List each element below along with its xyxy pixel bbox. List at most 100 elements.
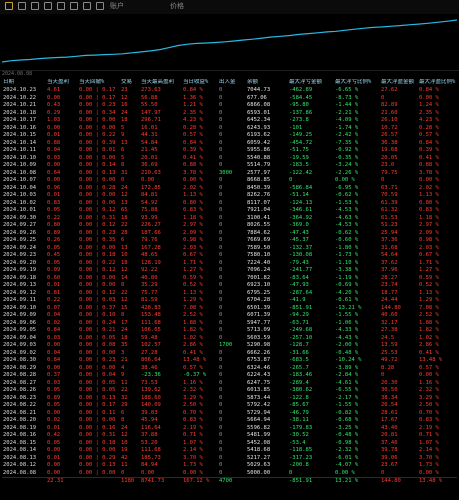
table-row[interactable]: 2024.09.10 0.07 0.00 | 0.37 15 428.83 7.08 % 0… xyxy=(2,305,457,313)
table-row[interactable]: 2024.10.04 0.96 0.00 | 0.28 24 172.85 2.02 % 0… xyxy=(2,185,457,193)
table-row[interactable]: 2024.09.24 0.05 0.00 | 0.00 13 167.28 2.03 % 0… xyxy=(2,245,457,253)
table-row[interactable]: 2024.10.10 0.03 0.00 | 0.00 5 20.01 0.41 % 0 55… xyxy=(2,155,457,163)
table-row[interactable]: 2024.10.18 0.29 0.00 | 0.34 24 147.97 2.35 % 0… xyxy=(2,110,457,118)
table-cell: 0.41 % xyxy=(183,349,203,356)
table-row[interactable]: 2024.09.26 0.89 0.00 | 0.23 28 187.66 2.09 % 0… xyxy=(2,230,457,238)
file-icon[interactable] xyxy=(18,2,26,10)
table-row[interactable]: 2024.09.19 0.09 0.00 | 0.12 12 92.22 1.27 % 0 7… xyxy=(2,267,457,275)
table-row[interactable]: 2024.09.13 0.01 0.00 | 0.00 8 35.29 0.52 % 0 69… xyxy=(2,282,457,290)
table-row[interactable]: 2024.10.01 0.05 0.00 | 0.12 65 75.88 0.83 % 0 7… xyxy=(2,207,457,215)
table-row[interactable]: 2024.10.23 4.61 0.00 | 0.17 23 273.63 0.84 % 0… xyxy=(2,87,457,95)
table-cell: 1.36 % xyxy=(183,94,203,101)
table-row[interactable]: 2024.08.16 0.42 0.00 | 0.31 12 37.88 0.71 % 0 5… xyxy=(2,432,457,440)
table-row[interactable]: 2024.08.12 0.00 0.00 | 0.13 11 84.94 1.73 % 0 5… xyxy=(2,462,457,470)
chart-icon[interactable] xyxy=(31,2,39,10)
column-header[interactable]: 当天回撤% xyxy=(79,79,105,86)
table-cell: -6.95 % xyxy=(335,184,359,191)
daily-stats-table: 日期 当天盈利 当天回撤% 交易 当天最高盈利 当日收益% 出入金 余额 最大浮亏金额 最大浮亏比… xyxy=(2,79,457,486)
table-row[interactable]: 2024.09.27 0.80 0.00 | 0.12 22 226.27 2.97 % 0… xyxy=(2,222,457,230)
table-row[interactable]: 2024.09.02 0.04 0.00 | 0.00 3 27.28 0.41 % 0 66… xyxy=(2,350,457,358)
table-cell: 0.00 xyxy=(47,469,61,476)
table-row[interactable]: 2024.08.19 0.01 0.00 | 0.16 24 116.64 2.19 % 0… xyxy=(2,425,457,433)
table-row[interactable]: 2024.08.22 0.05 0.00 | 0.17 29 140.09 2.50 % 0… xyxy=(2,402,457,410)
window-icon[interactable] xyxy=(96,2,104,10)
list-icon[interactable] xyxy=(70,2,78,10)
toolbar-account[interactable]: 账户 xyxy=(110,2,124,10)
table-row[interactable]: 2024.10.11 0.04 0.00 | 0.01 6 21.45 0.39 % 0 59… xyxy=(2,147,457,155)
table-row[interactable]: 2024.08.08 0.00 0.00 | 0.00 0 0.00 0.00 % 0 500… xyxy=(2,470,457,478)
column-header[interactable]: 最大浮盈金额 xyxy=(381,79,415,86)
table-cell: 19 xyxy=(121,447,128,453)
table-row[interactable]: 2024.08.27 0.03 0.00 | 0.05 11 73.53 1.16 % 0 6… xyxy=(2,380,457,388)
column-header[interactable]: 余额 xyxy=(247,79,259,86)
table-cell: 0.00 | 0.00 xyxy=(79,192,116,198)
column-header[interactable]: 交易 xyxy=(121,79,133,86)
toolbar-price[interactable]: 价格 xyxy=(170,2,184,10)
table-cell: 0.00 | 0.12 xyxy=(79,267,116,273)
table-cell: -124.13 xyxy=(289,199,313,206)
table-cell: 0.00 | 0.00 xyxy=(79,447,116,453)
table-row[interactable]: 2024.08.28 0.37 0.00 | 0.04 9 -23.36 -0.37 % 0… xyxy=(2,372,457,380)
table-row[interactable]: 2024.08.20 0.02 0.00 | 0.00 8 45.94 0.83 % 0 56… xyxy=(2,417,457,425)
table-cell: 51.23 xyxy=(381,222,398,228)
table-row[interactable]: 2024.08.26 0.05 0.00 | 0.05 22 139.62 2.32 % 0… xyxy=(2,387,457,395)
table-row[interactable]: 2024.08.14 0.00 0.00 | 0.00 19 111.68 2.14 % 0… xyxy=(2,447,457,455)
table-cell: 21 xyxy=(121,357,128,363)
table-row[interactable]: 2024.09.04 0.03 0.00 | 0.05 18 59.48 1.02 % 0 5… xyxy=(2,335,457,343)
table-row[interactable]: 2024.08.15 0.05 0.00 | 0.18 10 53.20 1.07 % 0 5… xyxy=(2,440,457,448)
table-row[interactable]: 2024.09.03 0.00 0.00 | 0.08 35 102.57 2.86 % 1… xyxy=(2,342,457,350)
table-row[interactable]: 2024.10.14 0.88 0.00 | 0.39 13 54.84 0.84 % 0 6… xyxy=(2,140,457,148)
table-cell: 14 xyxy=(121,274,128,281)
table-row[interactable]: 2024.09.06 0.02 0.00 | 0.24 17 111.68 1.88 % 0… xyxy=(2,320,457,328)
table-cell: 5452.08 xyxy=(247,439,271,446)
column-header[interactable]: 最大浮亏比例% xyxy=(335,79,372,86)
table-icon[interactable] xyxy=(44,2,52,10)
column-header[interactable]: 当天最高盈利 xyxy=(141,79,175,86)
table-row[interactable]: 2024.09.09 0.04 0.00 | 0.10 8 153.48 2.52 % 0 6… xyxy=(2,312,457,320)
table-cell: -369.0 xyxy=(289,222,309,228)
column-header[interactable]: 当日收益% xyxy=(183,79,209,86)
table-row[interactable]: 2024.10.16 0.00 0.00 | 0.00 5 16.01 0.28 % 0 62… xyxy=(2,125,457,133)
table-row[interactable]: 2024.09.12 0.81 0.00 | 0.12 22 75.77 1.13 % 0 6… xyxy=(2,290,457,298)
table-row[interactable]: 2024.09.23 0.45 0.00 | 0.18 10 48.65 0.67 % 0 7… xyxy=(2,252,457,260)
table-row[interactable]: 2024.10.21 0.43 0.00 | 0.23 16 55.50 1.21 % 0 6… xyxy=(2,102,457,110)
table-row[interactable]: 2024.10.07 0.00 0.00 | 0.00 0 0.00 0.00 % 0 866… xyxy=(2,177,457,185)
table-row[interactable]: 2024.09.11 0.22 0.00 | 0.03 12 81.59 1.29 % 0 6… xyxy=(2,297,457,305)
table-cell: 0.88 % xyxy=(419,162,439,168)
column-header[interactable]: 日期 xyxy=(3,79,15,86)
table-cell: 1.82 % xyxy=(419,327,439,333)
table-cell: 3.78 % xyxy=(419,169,439,176)
table-row[interactable]: 2024.09.18 0.60 0.00 | 0.00 14 40.80 0.59 % 0 7… xyxy=(2,275,457,283)
table-row[interactable]: 2024.09.30 0.22 0.00 | 0.31 18 93.99 1.18 % 0 3… xyxy=(2,215,457,223)
table-cell: 0 xyxy=(219,177,223,183)
menu-icon[interactable] xyxy=(5,2,13,10)
table-row[interactable]: 2024.08.23 0.89 0.00 | 0.13 32 188.60 3.29 % 0… xyxy=(2,395,457,403)
grid-icon[interactable] xyxy=(57,2,65,10)
table-row[interactable]: 2024.10.08 0.64 0.00 | 0.13 31 210.63 3.78 % 3… xyxy=(2,170,457,178)
table-cell: 2.35 % xyxy=(419,109,439,116)
table-cell: 0 xyxy=(219,109,223,116)
table-row[interactable]: 2024.08.13 0.01 0.00 | 0.29 42 185.73 3.70 % 0… xyxy=(2,455,457,463)
table-row[interactable]: 2024.09.25 0.26 0.00 | 0.35 6 79.76 0.98 % 0 76… xyxy=(2,237,457,245)
table-cell: 7589.50 xyxy=(247,244,271,251)
table-row[interactable]: 2024.10.02 0.83 0.00 | 0.06 13 54.92 0.80 % 0 8… xyxy=(2,200,457,208)
table-cell: -380.62 xyxy=(289,387,313,393)
table-cell: 6071.39 xyxy=(247,312,271,318)
table-row[interactable]: 2024.09.05 0.84 0.00 | 0.21 24 106.65 1.82 % 0… xyxy=(2,327,457,335)
column-header[interactable]: 最大浮亏金额 xyxy=(289,79,323,86)
table-row[interactable]: 2024.09.20 0.05 0.00 | 0.22 18 128.19 1.71 % 0… xyxy=(2,260,457,268)
table-row[interactable]: 2024.08.30 0.84 0.00 | 0.23 21 806.64 13.48 %… xyxy=(2,357,457,365)
table-row[interactable]: 2024.10.09 0.00 0.00 | 0.14 8 36.69 0.88 % 0 55… xyxy=(2,162,457,170)
table-row[interactable]: 2024.10.17 1.03 0.00 | 0.00 18 296.71 4.23 % 0… xyxy=(2,117,457,125)
table-row[interactable]: 2024.10.22 0.00 0.00 | 0.17 12 56.88 1.36 % 0 6… xyxy=(2,95,457,103)
table-row[interactable]: 2024.10.15 0.01 0.00 | 0.22 9 44.31 0.57 % 0 61… xyxy=(2,132,457,140)
table-row[interactable]: 2024.08.21 0.00 0.00 | 0.11 6 39.83 0.70 % 0 57… xyxy=(2,410,457,418)
table-row[interactable]: 2024.10.03 0.01 0.00 | 0.00 12 84.81 1.13 % 0 8… xyxy=(2,192,457,200)
column-header[interactable]: 当天盈利 xyxy=(47,79,70,86)
column-header[interactable]: 出入金 xyxy=(219,79,236,86)
column-header[interactable]: 最大浮盈比例% xyxy=(419,79,456,86)
table-row[interactable]: 2024.08.29 0.00 0.00 | 0.00 4 38.46 0.57 % 0 63… xyxy=(2,365,457,373)
calendar-icon[interactable] xyxy=(83,2,91,10)
table-cell: 43.40 xyxy=(381,424,398,431)
table-cell: 806.64 xyxy=(141,357,161,363)
